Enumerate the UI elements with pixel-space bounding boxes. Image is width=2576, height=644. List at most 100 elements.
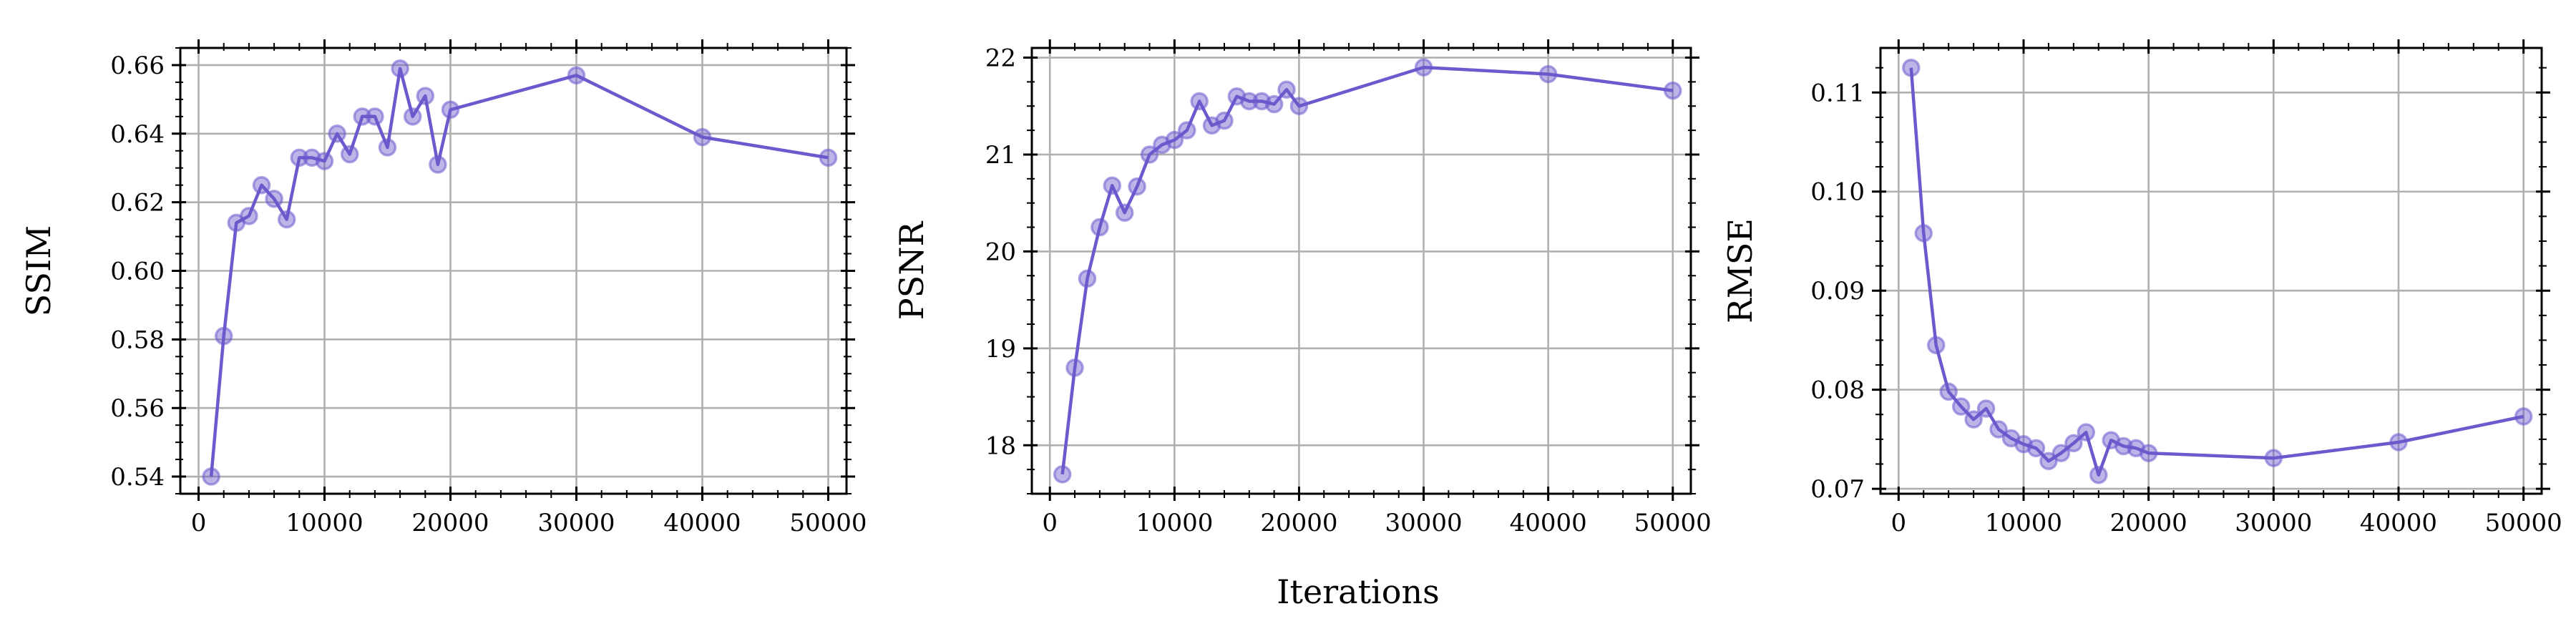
rmse-data-point <box>1989 420 2008 439</box>
ssim-x-tick-label: 20000 <box>411 509 489 537</box>
rmse-data-point <box>1964 410 1983 429</box>
psnr-panel: 0 10000 20000 30000 40000 50000 18 19 20 21 22 PSNR <box>892 39 1712 537</box>
rmse-plot-frame <box>1879 47 2543 495</box>
ssim-data-point <box>277 210 296 229</box>
rmse-y-axis-label: RMSE <box>1721 218 1760 323</box>
ssim-data-point <box>693 127 712 147</box>
ssim-data-point <box>403 107 422 126</box>
rmse-y-tick-label: 0.11 <box>1810 79 1865 107</box>
ssim-y-tick-label: 0.54 <box>110 463 165 492</box>
ssim-y-tick-label: 0.58 <box>110 326 165 354</box>
ssim-data-point <box>429 155 447 174</box>
ssim-y-axis-label: SSIM <box>19 225 58 317</box>
psnr-data-point <box>1190 92 1209 111</box>
rmse-data-point <box>2264 449 2283 467</box>
ssim-data-point <box>340 145 359 164</box>
psnr-data-point <box>1414 58 1433 77</box>
ssim-y-tick-label: 0.66 <box>110 52 165 80</box>
psnr-data-point <box>1264 94 1284 114</box>
psnr-y-tick-label: 20 <box>985 238 1016 266</box>
psnr-data-point <box>1240 92 1259 111</box>
ssim-x-tick-label: 40000 <box>663 509 741 537</box>
rmse-data-point <box>2514 407 2533 426</box>
psnr-x-tick-label: 20000 <box>1260 509 1337 537</box>
psnr-data-point <box>1091 218 1109 237</box>
rmse-x-tick-label: 40000 <box>2360 509 2437 537</box>
ssim-data-point <box>290 148 309 167</box>
ssim-data-point <box>378 138 397 157</box>
psnr-data-point <box>1277 80 1296 99</box>
psnr-data-point <box>1053 465 1072 484</box>
rmse-y-tick-label: 0.10 <box>1810 178 1865 207</box>
ssim-x-tick-label: 0 <box>191 509 207 537</box>
ssim-data-point <box>252 175 271 195</box>
rmse-data-point <box>1951 397 1971 416</box>
psnr-data-point <box>1289 97 1309 116</box>
rmse-data-point <box>1976 399 1996 418</box>
psnr-data-point <box>1215 111 1234 130</box>
psnr-data-point <box>1178 121 1196 140</box>
psnr-y-tick-label: 18 <box>985 431 1016 460</box>
rmse-series-line <box>1909 67 2524 477</box>
psnr-y-tick-label: 21 <box>985 141 1016 170</box>
ssim-series-line <box>209 67 829 477</box>
ssim-data-point <box>819 148 838 167</box>
rmse-x-tick-label: 0 <box>1891 509 1907 537</box>
psnr-data-point <box>1103 176 1122 195</box>
ssim-x-tick-label: 50000 <box>789 509 867 537</box>
rmse-x-tick-label: 30000 <box>2235 509 2312 537</box>
rmse-data-point <box>2064 434 2083 453</box>
psnr-data-point <box>1165 130 1184 150</box>
psnr-y-axis-label: PSNR <box>892 220 931 320</box>
psnr-plot-frame <box>1030 47 1692 495</box>
ssim-data-point <box>567 66 586 85</box>
rmse-y-tick-label: 0.09 <box>1810 277 1865 306</box>
ssim-data-point <box>441 100 460 119</box>
rmse-data-point <box>1926 336 1946 355</box>
psnr-y-tick-label: 19 <box>985 335 1016 364</box>
psnr-data-point <box>1128 177 1146 196</box>
psnr-series-line <box>1060 65 1674 475</box>
rmse-panel: 0 10000 20000 30000 40000 50000 0.07 0.08 0.09 0.… <box>1721 39 2562 537</box>
rmse-x-tick-label: 10000 <box>1985 509 2062 537</box>
psnr-data-point <box>1115 203 1134 222</box>
rmse-x-tick-label: 50000 <box>2485 509 2562 537</box>
ssim-data-point <box>214 326 233 346</box>
ssim-data-point <box>366 107 384 126</box>
ssim-data-point <box>240 207 258 225</box>
rmse-x-tick-label: 20000 <box>2110 509 2187 537</box>
psnr-x-tick-label: 30000 <box>1385 509 1462 537</box>
psnr-x-tick-label: 50000 <box>1634 509 1712 537</box>
ssim-x-tick-label: 30000 <box>537 509 615 537</box>
ssim-panel: 0 10000 20000 30000 40000 50000 0.54 0.56 0.58 0.… <box>19 39 867 537</box>
shared-x-axis-label: Iterations <box>1277 572 1439 611</box>
psnr-x-tick-label: 40000 <box>1510 509 1587 537</box>
rmse-data-point <box>1914 224 1933 243</box>
psnr-data-point <box>1140 145 1159 164</box>
psnr-data-point <box>1065 358 1084 377</box>
ssim-data-point <box>202 467 220 486</box>
ssim-data-point <box>315 152 334 170</box>
rmse-data-point <box>2039 452 2058 471</box>
ssim-data-point <box>328 125 346 143</box>
rmse-data-point <box>1902 58 1921 77</box>
rmse-data-point <box>2389 433 2408 452</box>
ssim-y-tick-label: 0.64 <box>110 120 165 149</box>
rmse-y-tick-label: 0.07 <box>1810 475 1865 504</box>
ssim-data-point <box>391 59 409 78</box>
ssim-data-point <box>353 107 372 126</box>
psnr-data-point <box>1538 64 1558 84</box>
psnr-data-point <box>1664 81 1682 100</box>
rmse-data-point <box>2139 444 2158 462</box>
ssim-data-point <box>416 87 435 105</box>
rmse-data-point <box>1939 382 1958 401</box>
rmse-data-point <box>2051 444 2071 462</box>
rmse-data-point <box>2077 423 2096 441</box>
ssim-data-point <box>265 190 283 208</box>
rmse-data-point <box>2089 465 2108 484</box>
ssim-x-tick-label: 10000 <box>286 509 363 537</box>
ssim-y-tick-label: 0.60 <box>110 258 165 286</box>
ssim-y-tick-label: 0.62 <box>110 189 165 218</box>
psnr-x-tick-label: 0 <box>1042 509 1058 537</box>
